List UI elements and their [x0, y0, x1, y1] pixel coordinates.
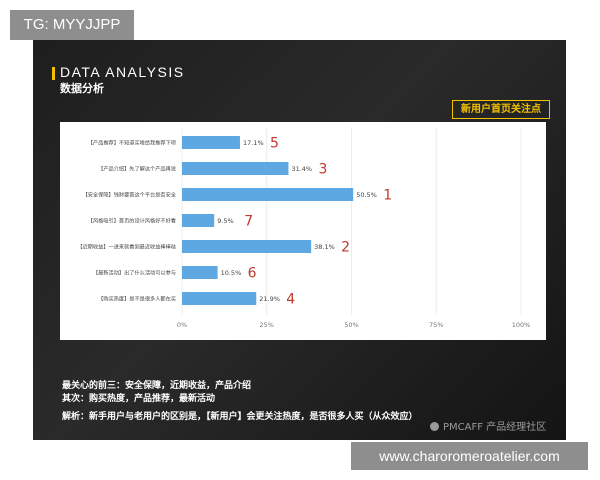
- category-label: 【风格吸引】首页的设计风格好不好看: [88, 217, 176, 225]
- category-label: 【产品推荐】不知道买啥给我推荐下呗: [88, 139, 176, 147]
- x-tick-label: 100%: [512, 321, 531, 329]
- brand-logo-icon: [430, 422, 439, 431]
- bar: [182, 292, 257, 305]
- data-label: 21.9%: [259, 295, 280, 303]
- data-label: 10.5%: [221, 269, 242, 277]
- rank-label: 5: [270, 136, 279, 152]
- bar: [182, 162, 289, 175]
- rank-label: 2: [341, 240, 350, 256]
- bar: [182, 188, 354, 201]
- data-label: 50.5%: [356, 191, 377, 199]
- bar: [182, 136, 240, 149]
- x-tick-label: 0%: [177, 321, 187, 329]
- rank-label: 7: [244, 214, 253, 230]
- rank-label: 1: [383, 188, 392, 204]
- category-label: 【安全保障】钱财要首这个平台是否安全: [83, 191, 177, 199]
- summary-line-1: 最关心的前三：安全保障，近期收益，产品介绍: [62, 381, 252, 391]
- x-tick-label: 50%: [344, 321, 358, 329]
- bar: [182, 266, 218, 279]
- title-accent-bar: [52, 67, 55, 80]
- summary-line-2: 其次：购买热度，产品推荐，最新活动: [62, 394, 216, 404]
- x-tick-label: 25%: [260, 321, 274, 329]
- bar-chart: 0% 25% 50% 75% 100% 【产品推荐】不知道买啥给我推荐下呗 17.1% 5 【产…: [77, 128, 531, 329]
- category-label: 【近期收益】一进来就看到最近收益棒棒哒: [77, 243, 176, 251]
- category-label: 【产品介绍】先了解这个产品再说: [98, 165, 176, 173]
- rank-label: 3: [318, 162, 327, 178]
- title-en: DATA ANALYSIS: [60, 64, 185, 80]
- x-tick-label: 75%: [429, 321, 443, 329]
- data-label: 17.1%: [243, 139, 264, 147]
- url-tag: www.charoromeroatelier.com: [351, 442, 588, 470]
- rank-label: 6: [248, 266, 257, 282]
- watermark-tag: TG: MYYJJPP: [10, 10, 134, 40]
- brand-watermark: PMCAFF 产品经理社区: [430, 418, 546, 433]
- data-label: 38.1%: [314, 243, 335, 251]
- focus-label: 新用户首页关注点: [452, 100, 550, 119]
- bar: [182, 214, 215, 227]
- category-label: 【购买热度】是不是很多人都在买: [98, 295, 176, 303]
- bar: [182, 240, 312, 253]
- rank-label: 4: [286, 292, 295, 308]
- summary-line-3: 解析：新手用户与老用户的区别是，【新用户】会更关注热度，是否很多人买（从众效应）: [62, 412, 418, 422]
- brand-watermark-text: PMCAFF 产品经理社区: [443, 422, 547, 433]
- data-label: 31.4%: [291, 165, 312, 173]
- data-label: 9.5%: [217, 217, 234, 225]
- category-label: 【最新活动】出了什么活动可以参与: [93, 269, 176, 277]
- chart-box: 0% 25% 50% 75% 100% 【产品推荐】不知道买啥给我推荐下呗 17.1% 5 【产…: [60, 122, 546, 340]
- title-cn: 数据分析: [60, 82, 104, 95]
